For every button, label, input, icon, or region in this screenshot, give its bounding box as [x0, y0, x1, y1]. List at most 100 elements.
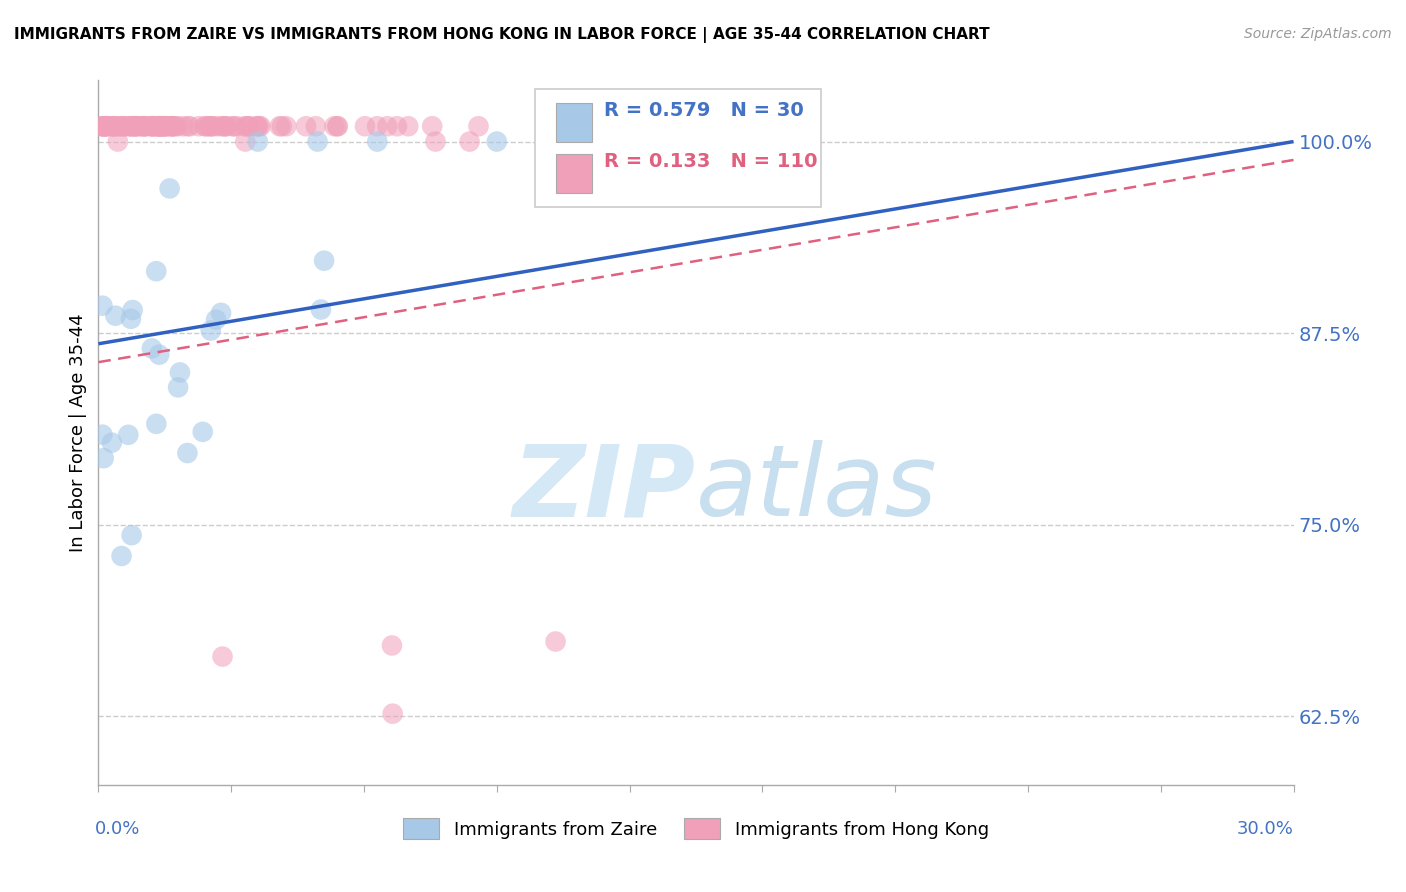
Point — [396, 120, 419, 134]
Point — [354, 120, 377, 134]
Point — [222, 120, 245, 134]
Point — [121, 120, 143, 134]
Point — [166, 120, 188, 134]
Point — [238, 120, 260, 134]
Point — [249, 120, 271, 134]
Point — [101, 120, 124, 134]
Point — [246, 135, 269, 149]
Point — [152, 120, 174, 134]
Point — [114, 120, 136, 134]
Point — [201, 120, 224, 134]
Point — [309, 302, 332, 317]
Point — [381, 639, 404, 653]
Point — [377, 120, 399, 134]
Point — [211, 120, 233, 134]
Point — [124, 120, 146, 134]
Point — [314, 253, 336, 268]
Point — [233, 120, 256, 134]
Point — [131, 120, 153, 134]
Point — [165, 120, 187, 134]
Point — [666, 135, 689, 149]
Point — [155, 120, 177, 134]
Point — [91, 120, 114, 134]
Point — [177, 120, 200, 134]
Point — [153, 120, 176, 134]
Point — [156, 120, 179, 134]
Point — [148, 120, 170, 134]
Point — [225, 120, 247, 134]
Point — [238, 120, 260, 134]
Point — [194, 120, 217, 134]
Point — [467, 120, 489, 134]
Point — [148, 348, 170, 362]
Point — [200, 120, 222, 134]
Point — [101, 120, 124, 134]
Point — [247, 120, 270, 134]
Y-axis label: In Labor Force | Age 35-44: In Labor Force | Age 35-44 — [69, 313, 87, 552]
Point — [160, 120, 183, 134]
Point — [205, 120, 228, 134]
Point — [222, 120, 245, 134]
Text: R = 0.133   N = 110: R = 0.133 N = 110 — [605, 152, 817, 171]
Point — [97, 120, 120, 134]
Point — [150, 120, 173, 134]
Point — [162, 120, 184, 134]
Point — [167, 380, 190, 394]
Point — [120, 120, 142, 134]
Point — [101, 120, 124, 134]
Point — [194, 120, 217, 134]
Point — [94, 120, 117, 134]
Point — [149, 120, 172, 134]
Point — [120, 311, 142, 326]
Point — [96, 120, 118, 134]
Point — [127, 120, 149, 134]
FancyBboxPatch shape — [557, 154, 592, 193]
Text: R = 0.579   N = 30: R = 0.579 N = 30 — [605, 101, 804, 120]
Point — [191, 425, 214, 439]
Point — [214, 120, 236, 134]
Point — [159, 181, 181, 195]
Point — [211, 649, 233, 664]
Point — [149, 120, 172, 134]
Point — [485, 135, 508, 149]
Point — [107, 120, 129, 134]
Text: 30.0%: 30.0% — [1237, 820, 1294, 838]
Point — [111, 120, 134, 134]
Point — [246, 120, 269, 134]
Point — [146, 120, 169, 134]
Point — [172, 120, 194, 134]
Point — [125, 120, 148, 134]
Point — [201, 120, 224, 134]
Point — [120, 120, 142, 134]
Point — [118, 120, 141, 134]
Point — [420, 120, 443, 134]
Point — [205, 312, 228, 326]
Point — [187, 120, 209, 134]
Point — [104, 309, 127, 323]
Point — [200, 324, 222, 338]
Point — [121, 528, 143, 542]
Point — [145, 120, 167, 134]
Point — [156, 120, 179, 134]
Text: atlas: atlas — [696, 441, 938, 538]
Point — [141, 120, 163, 134]
Point — [160, 120, 183, 134]
Point — [160, 120, 183, 134]
Point — [295, 120, 318, 134]
Text: IMMIGRANTS FROM ZAIRE VS IMMIGRANTS FROM HONG KONG IN LABOR FORCE | AGE 35-44 CO: IMMIGRANTS FROM ZAIRE VS IMMIGRANTS FROM… — [14, 27, 990, 43]
Point — [381, 706, 404, 721]
Point — [141, 342, 163, 356]
Point — [91, 299, 114, 313]
Point — [117, 427, 139, 442]
Point — [145, 264, 167, 278]
Point — [110, 120, 132, 134]
Point — [103, 120, 125, 134]
FancyBboxPatch shape — [534, 88, 821, 207]
Point — [142, 120, 165, 134]
Point — [93, 451, 115, 466]
Legend: Immigrants from Zaire, Immigrants from Hong Kong: Immigrants from Zaire, Immigrants from H… — [396, 811, 995, 847]
Point — [544, 634, 567, 648]
Point — [134, 120, 156, 134]
Point — [101, 435, 124, 450]
Point — [276, 120, 298, 134]
